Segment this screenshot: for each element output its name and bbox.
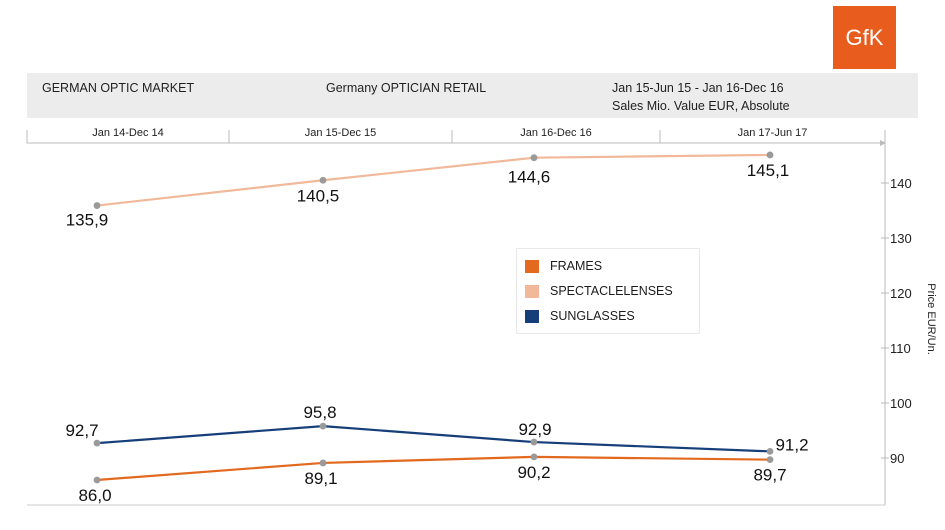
data-point <box>766 456 774 464</box>
axis-arrow <box>880 140 886 146</box>
series-line-sunglasses <box>96 424 771 453</box>
legend-item-frames: FRAMES <box>525 258 602 274</box>
data-point <box>319 422 327 430</box>
y-tick-label: 90 <box>890 451 904 466</box>
legend-item-spectaclelenses: SPECTACLELENSES <box>525 283 673 299</box>
legend-label: FRAMES <box>550 259 603 273</box>
y-tick-label: 100 <box>890 396 912 411</box>
legend-label: SPECTACLELENSES <box>550 284 673 298</box>
legend-swatch <box>525 309 539 323</box>
y-tick-label: 120 <box>890 286 912 301</box>
data-label: 144,6 <box>508 168 551 187</box>
series-line-spectaclelenses <box>96 153 771 207</box>
data-label: 95,8 <box>303 403 336 422</box>
x-tick-label: Jan 17-Jun 17 <box>738 127 808 139</box>
series-line-frames <box>96 455 771 482</box>
legend-swatch <box>525 284 539 298</box>
y-tick-label: 130 <box>890 231 912 246</box>
data-point <box>93 476 101 484</box>
data-label: 145,1 <box>747 161 790 180</box>
y-tick-label: 140 <box>890 176 912 191</box>
data-label: 90,2 <box>517 463 550 482</box>
legend-label: SUNGLASSES <box>550 309 635 323</box>
header-bar: GERMAN OPTIC MARKET Germany OPTICIAN RET… <box>27 73 918 118</box>
data-point <box>530 453 538 461</box>
data-point <box>530 154 538 162</box>
data-label: 89,7 <box>753 466 786 485</box>
legend-swatch <box>525 259 539 273</box>
data-label: 91,2 <box>775 435 808 454</box>
data-label: 92,9 <box>518 420 551 439</box>
measure-title: Sales Mio. Value EUR, Absolute <box>612 99 790 113</box>
market-title: GERMAN OPTIC MARKET <box>42 81 195 95</box>
x-tick-label: Jan 15-Dec 15 <box>305 127 377 139</box>
logo-text: GfK <box>845 24 884 50</box>
chart-legend: FRAMES SPECTACLELENSES SUNGLASSES <box>516 248 700 334</box>
data-point <box>766 151 774 159</box>
y-axis-label: Price EUR/Un. <box>925 283 937 355</box>
data-point <box>766 448 774 455</box>
x-tick-label: Jan 16-Dec 16 <box>520 127 592 139</box>
data-label: 92,7 <box>65 421 98 440</box>
data-label: 140,5 <box>297 186 340 205</box>
data-label: 89,1 <box>304 469 337 488</box>
retail-title: Germany OPTICIAN RETAIL <box>326 81 487 95</box>
data-point <box>93 202 101 209</box>
data-label: 86,0 <box>78 486 111 505</box>
data-label: 135,9 <box>66 211 109 230</box>
data-point <box>93 439 101 447</box>
x-tick-label: Jan 14-Dec 14 <box>92 127 164 139</box>
gfk-logo: GfK <box>833 6 896 69</box>
period-title: Jan 15-Jun 15 - Jan 16-Dec 16 <box>612 81 784 95</box>
data-point <box>319 459 327 467</box>
y-tick-label: 110 <box>890 341 911 356</box>
data-point <box>319 176 327 184</box>
legend-item-sunglasses: SUNGLASSES <box>525 308 635 324</box>
data-point <box>530 438 538 446</box>
